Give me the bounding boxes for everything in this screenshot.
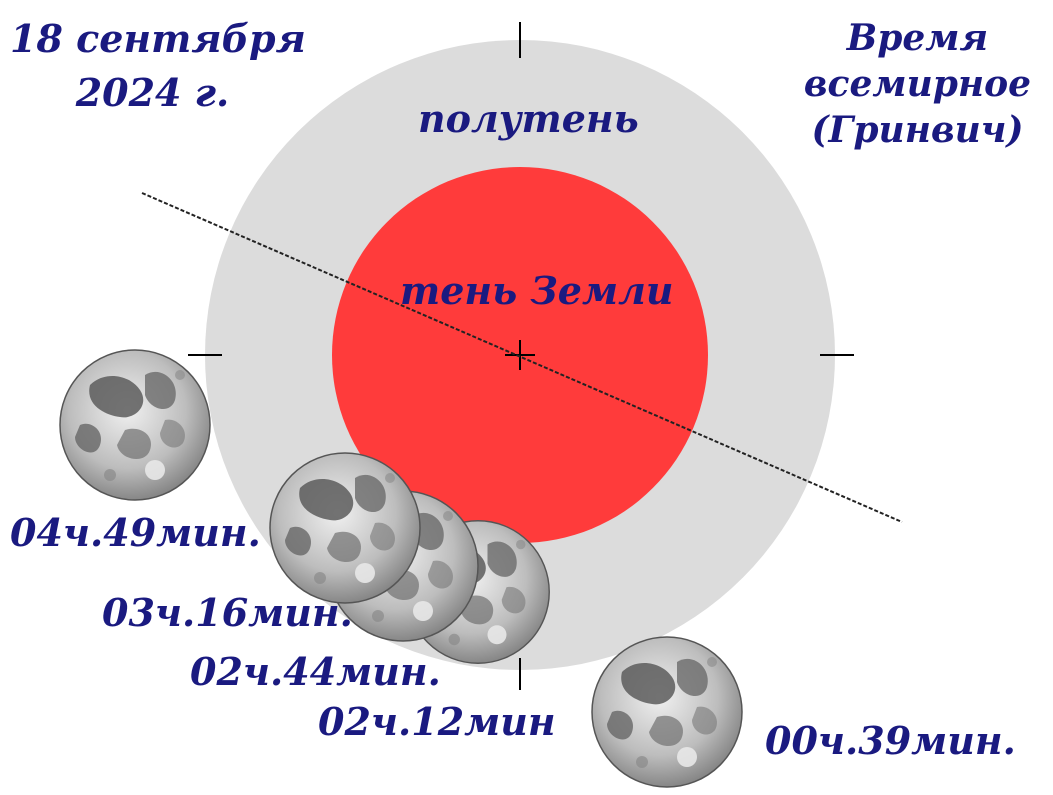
time-note-line-1: Время [846,17,989,59]
date-label: 18 сентября 2024 г. [10,16,306,115]
time-label-0212: 02ч.12мин [318,699,556,744]
time-note-line-2: всемирное [803,63,1032,105]
date-line-2: 2024 г. [75,70,230,115]
date-line-1: 18 сентября [10,16,306,61]
time-label-0244: 02ч.44мин. [190,649,441,694]
umbra-label: тень Земли [400,268,674,313]
moon-0449 [59,349,211,501]
moon-0039 [591,636,743,788]
moon-0316 [269,452,421,604]
time-note-line-3: (Гринвич) [811,109,1024,151]
time-label-0316: 03ч.16мин. [102,590,353,635]
time-note: Время всемирное (Гринвич) [795,20,1040,148]
time-label-0039: 00ч.39мин. [765,718,1016,763]
moon-path-line [141,192,903,523]
penumbra-label: полутень [418,96,639,141]
time-label-0449: 04ч.49мин. [10,510,261,555]
